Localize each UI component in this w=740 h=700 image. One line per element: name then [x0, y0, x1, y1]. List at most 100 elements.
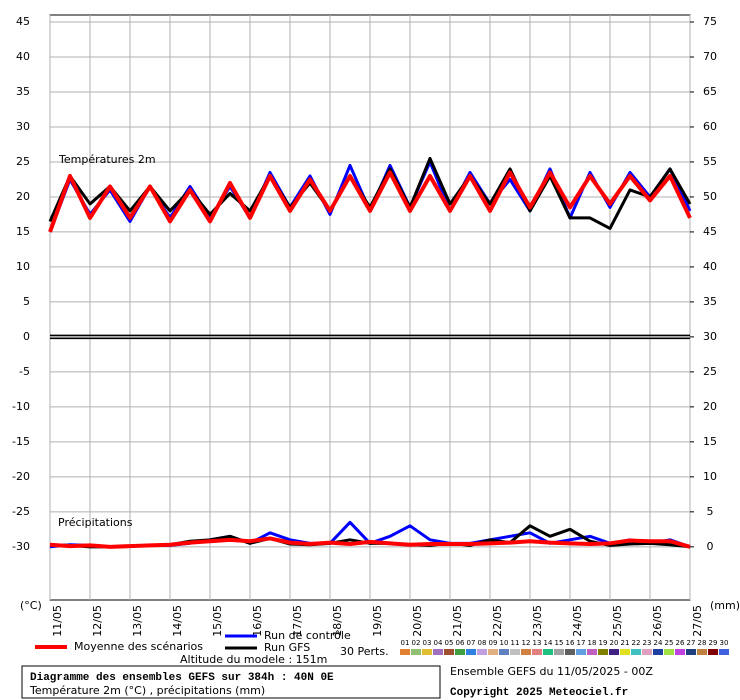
perturbation-swatch: [455, 649, 465, 655]
y2-tick-label: 50: [703, 190, 717, 203]
precip-line: [49, 536, 691, 549]
y-tick-label: 5: [23, 295, 30, 308]
y2-tick-label: 55: [703, 155, 717, 168]
perturbation-name: 06: [456, 639, 465, 647]
perturbation-name: 12: [522, 639, 531, 647]
x-tick-label: 13/05: [131, 605, 144, 637]
x-tick-label: 21/05: [451, 605, 464, 637]
perturbation-swatch: [609, 649, 619, 655]
perturbation-swatch: [587, 649, 597, 655]
perturbation-name: 01: [401, 639, 410, 647]
perturbation-swatch: [411, 649, 421, 655]
perturbation-swatch: [477, 649, 487, 655]
perturbation-name: 26: [676, 639, 685, 647]
legend-label: Run GFS: [264, 641, 310, 654]
perturbation-swatch: [543, 649, 553, 655]
perturbation-name: 22: [632, 639, 641, 647]
legend-label: Run de contrôle: [264, 629, 351, 642]
x-tick-label: 20/05: [411, 605, 424, 637]
y2-tick-label: 70: [703, 50, 717, 63]
y-tick-label: -20: [12, 470, 30, 483]
y-tick-label: -10: [12, 400, 30, 413]
perturbation-name: 04: [434, 639, 443, 647]
perturbation-swatch: [521, 649, 531, 655]
perturbation-swatch: [598, 649, 608, 655]
perturbation-name: 24: [654, 639, 663, 647]
perturbation-swatch: [554, 649, 564, 655]
x-tick-label: 11/05: [51, 605, 64, 637]
perturbation-name: 02: [412, 639, 421, 647]
y2-tick-label: 75: [703, 15, 717, 28]
x-tick-label: 17/05: [291, 605, 304, 637]
y-unit: (°C): [20, 599, 42, 612]
perturbation-name: 13: [533, 639, 542, 647]
perturbation-name: 27: [687, 639, 696, 647]
perturbation-name: 03: [423, 639, 432, 647]
y-tick-label: 40: [16, 50, 30, 63]
perturbation-name: 29: [709, 639, 718, 647]
x-tick-label: 18/05: [331, 605, 344, 637]
perturbation-swatch: [565, 649, 575, 655]
y2-tick-label: 35: [703, 295, 717, 308]
x-tick-label: 19/05: [371, 605, 384, 637]
x-tick-label: 23/05: [531, 605, 544, 637]
perturbation-name: 17: [577, 639, 586, 647]
perturbation-swatch: [642, 649, 652, 655]
perturbation-name: 25: [665, 639, 674, 647]
y2-tick-label: 60: [703, 120, 717, 133]
perturbation-swatch: [653, 649, 663, 655]
x-tick-label: 27/05: [691, 605, 704, 637]
x-tick-label: 12/05: [91, 605, 104, 637]
perturbation-swatch: [620, 649, 630, 655]
perturbation-swatch: [686, 649, 696, 655]
perturbation-swatch: [532, 649, 542, 655]
perturbation-swatch: [719, 649, 729, 655]
perturbation-swatch: [576, 649, 586, 655]
perturbation-name: 21: [621, 639, 630, 647]
x-tick-label: 14/05: [171, 605, 184, 637]
x-tick-label: 16/05: [251, 605, 264, 637]
perturbation-swatch: [664, 649, 674, 655]
perturbation-name: 20: [610, 639, 619, 647]
perturbation-swatch: [708, 649, 718, 655]
x-tick-label: 15/05: [211, 605, 224, 637]
y2-tick-label: 25: [703, 365, 717, 378]
footer-title: Diagramme des ensembles GEFS sur 384h : …: [30, 672, 334, 684]
perturbation-name: 07: [467, 639, 476, 647]
perturbation-swatch: [510, 649, 520, 655]
temp-label: Températures 2m: [58, 153, 156, 166]
y-tick-label: 0: [23, 330, 30, 343]
perturbation-name: 08: [478, 639, 487, 647]
x-tick-label: 25/05: [611, 605, 624, 637]
x-tick-label: 22/05: [491, 605, 504, 637]
y-tick-label: 30: [16, 120, 30, 133]
perturbation-swatch: [466, 649, 476, 655]
perturbation-swatch: [675, 649, 685, 655]
y-tick-label: 25: [16, 155, 30, 168]
perturbation-name: 11: [511, 639, 520, 647]
perturbation-swatch: [697, 649, 707, 655]
perturbation-name: 05: [445, 639, 454, 647]
y2-tick-label: 5: [707, 505, 714, 518]
perturbation-swatch: [631, 649, 641, 655]
perturbation-name: 23: [643, 639, 652, 647]
perturbations-label: 30 Perts.: [340, 645, 389, 658]
y-tick-label: 10: [16, 260, 30, 273]
y2-tick-label: 15: [703, 435, 717, 448]
perturbation-swatch: [488, 649, 498, 655]
footer-box: [21, 665, 441, 699]
altitude: Altitude du modele : 151m: [180, 653, 327, 666]
run-info: Ensemble GEFS du 11/05/2025 - 00Z: [450, 665, 653, 678]
y-tick-label: -30: [12, 540, 30, 553]
y-tick-label: 45: [16, 15, 30, 28]
footer-subtitle: Température 2m (°C) , précipitations (mm…: [29, 684, 265, 697]
y2-tick-label: 40: [703, 260, 717, 273]
y2-tick-label: 20: [703, 400, 717, 413]
y-tick-label: -15: [12, 435, 30, 448]
y-tick-label: 15: [16, 225, 30, 238]
perturbation-name: 14: [544, 639, 553, 647]
y-tick-label: 20: [16, 190, 30, 203]
perturbation-swatch: [433, 649, 443, 655]
perturbation-name: 10: [500, 639, 509, 647]
